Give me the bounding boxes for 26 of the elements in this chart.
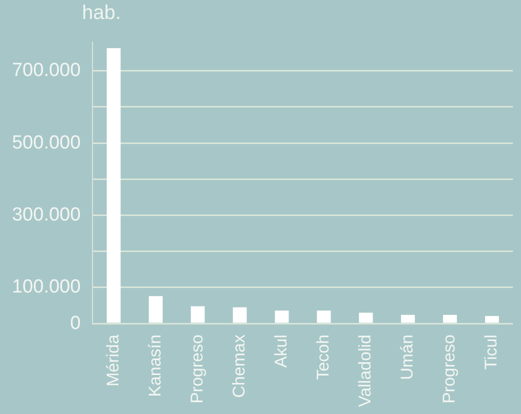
bar — [232, 307, 247, 323]
bar — [485, 316, 499, 323]
bar — [190, 306, 205, 323]
bar — [400, 314, 415, 323]
y-tick-label: 100.000 — [12, 276, 81, 298]
y-tick-label: 700.000 — [12, 60, 81, 82]
bar — [358, 312, 373, 323]
y-tick-label: 500.000 — [12, 132, 81, 154]
x-tick-label: Chemax — [229, 334, 248, 398]
x-tick-label: Kanasín — [145, 334, 164, 397]
y-tick-label: 0 — [70, 312, 81, 334]
bar — [148, 296, 163, 323]
x-tick-label: Umán — [398, 334, 417, 380]
bar — [316, 310, 331, 323]
y-tick-label: 300.000 — [12, 204, 81, 226]
x-tick-label: Ticul — [482, 334, 501, 370]
bar — [443, 314, 457, 323]
bar — [274, 310, 289, 323]
x-tick-label: Akul — [272, 334, 291, 368]
x-tick-label: Valladolid — [356, 334, 375, 408]
y-axis-title: hab. — [82, 2, 121, 25]
x-tick-label: Mérida — [103, 334, 122, 387]
x-tick-label: Tecoh — [314, 334, 333, 380]
bar — [106, 48, 121, 323]
x-tick-label: Progreso — [440, 334, 459, 404]
x-tick-label: Progreso — [187, 334, 206, 404]
